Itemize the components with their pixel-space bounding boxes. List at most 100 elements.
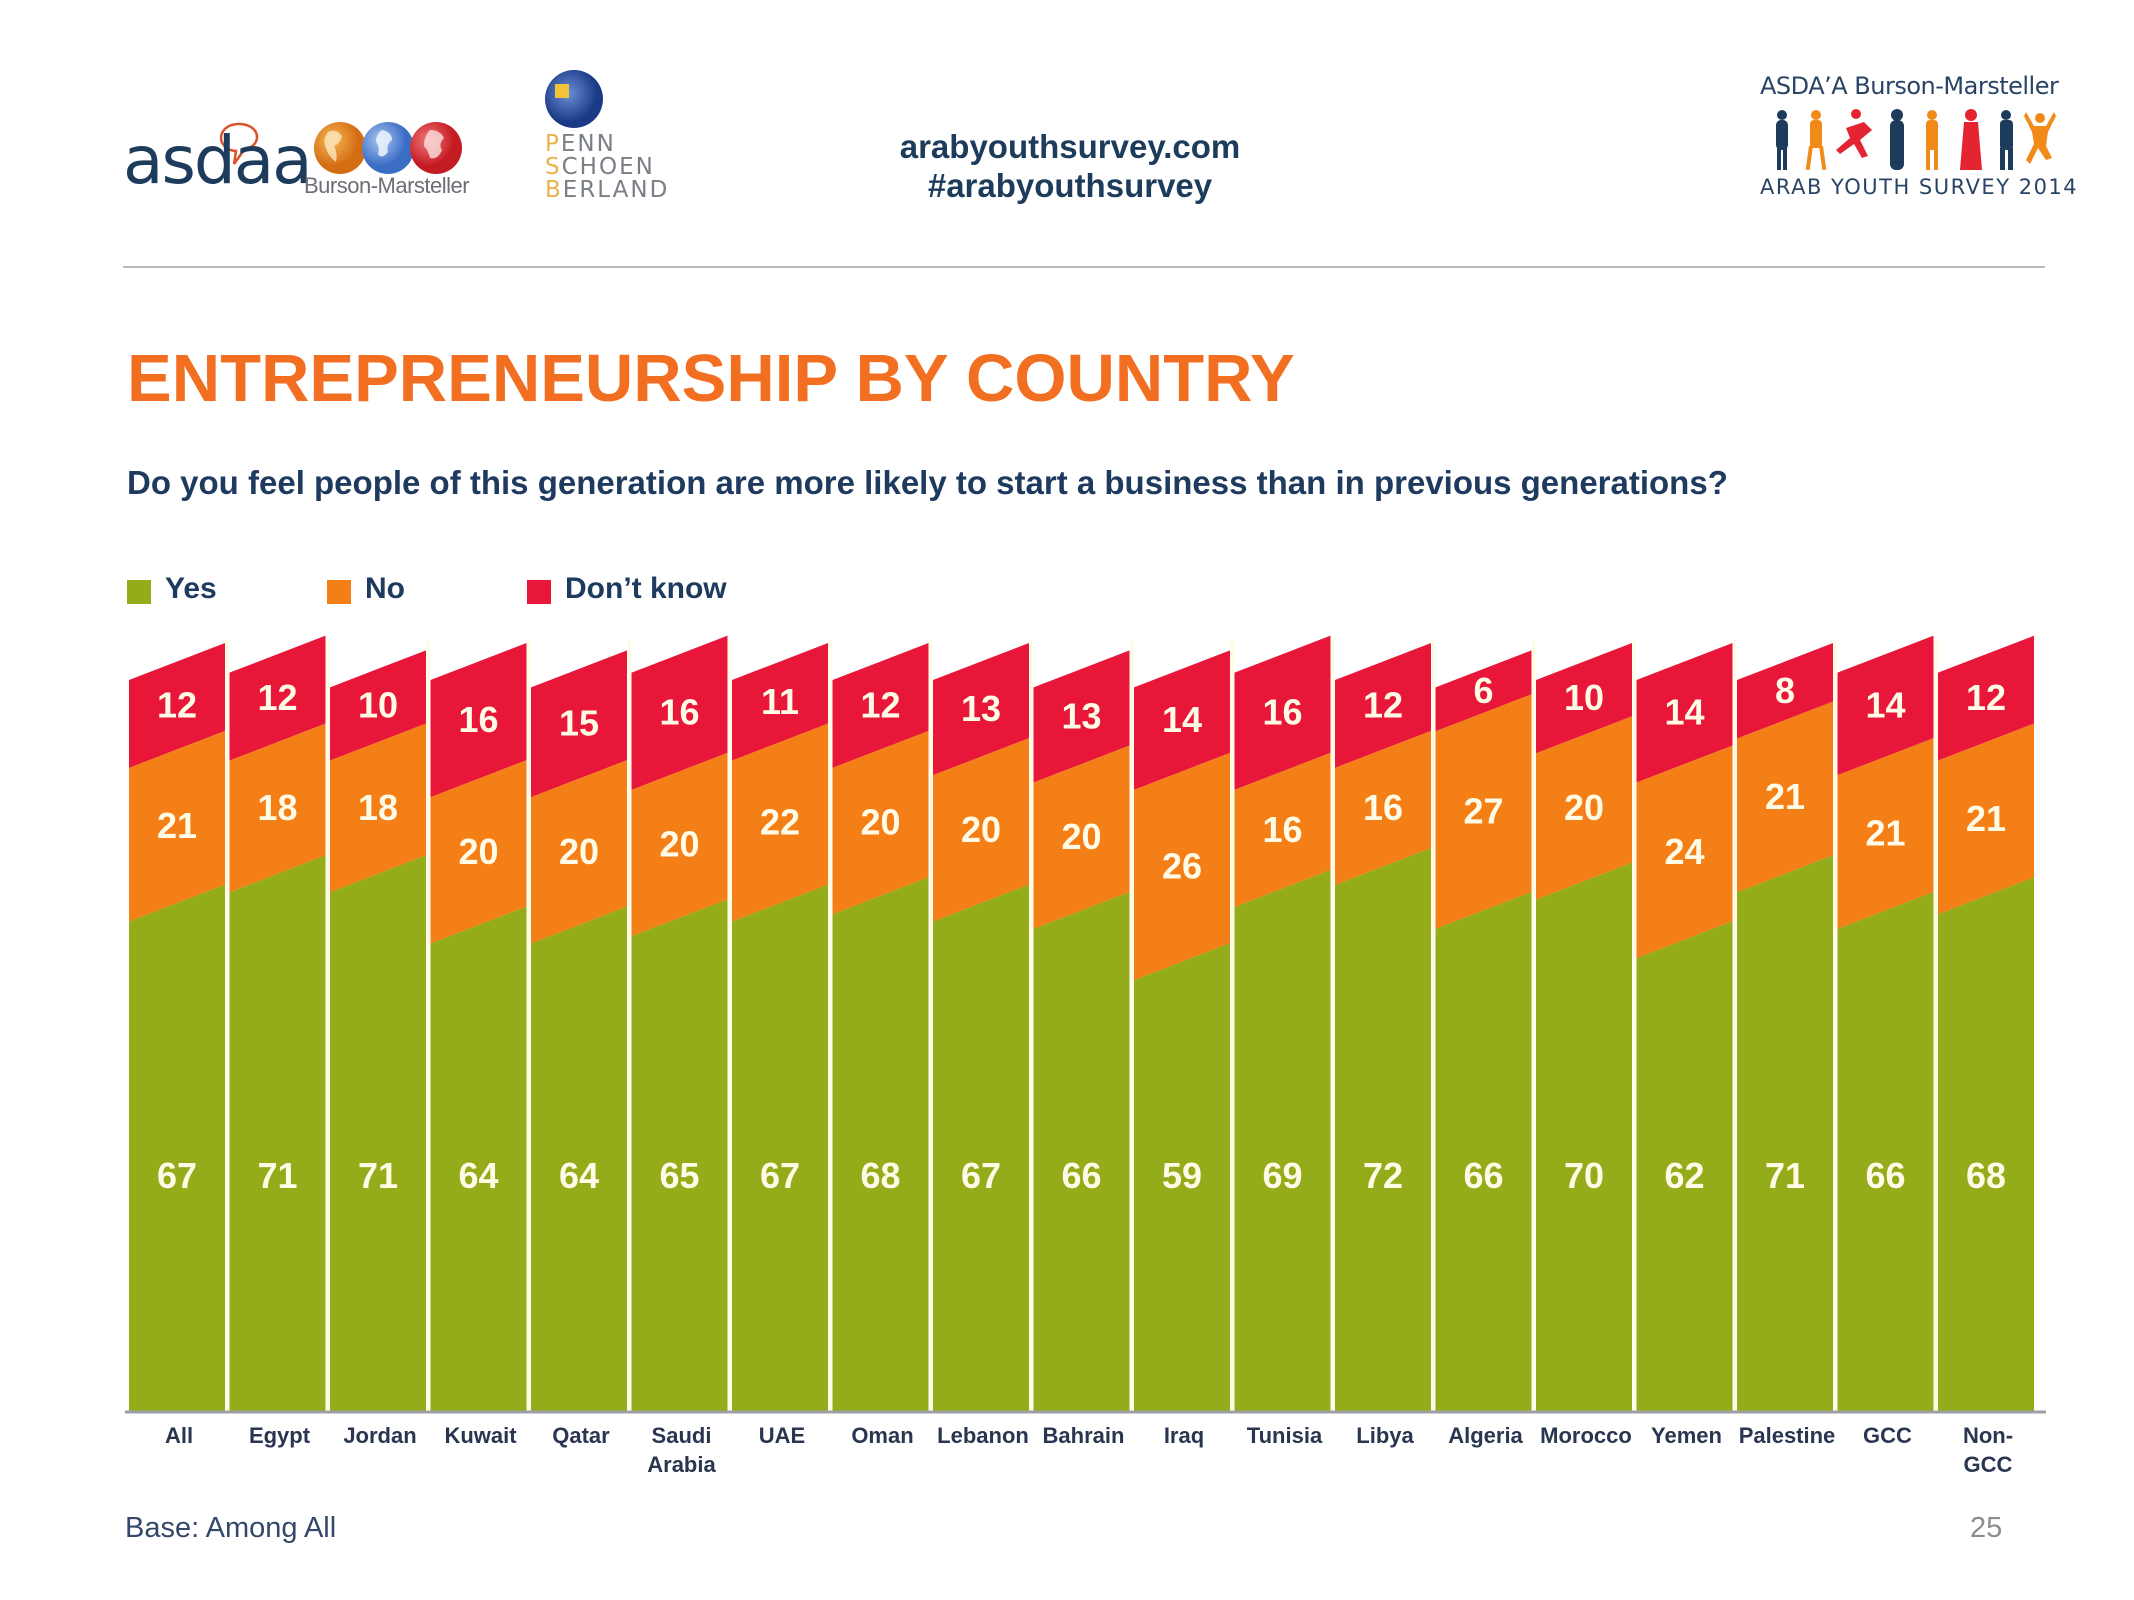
value-label-no: 20 [1061,816,1101,857]
bar-segment-dont-know [430,643,527,798]
bar-segment-no [732,723,828,922]
x-tick-label: Palestine [1739,1423,1836,1448]
bar-segment-dont-know [832,643,929,768]
bar-segment-dont-know [229,635,326,761]
bar-segment-no [129,730,225,922]
x-labels-group: All Egypt Jordan Kuwait Qatar Saudi Arabia UAE O… [165,1423,2013,1477]
value-label-dont-know: 14 [1865,684,1905,725]
page-number: 25 [1970,1512,2003,1544]
legend-label-no: No [365,572,405,605]
bar-segment-no [1536,716,1632,900]
bar-segment-yes [732,884,828,1412]
bar-segment-yes [1536,862,1632,1412]
bar-segment-yes [1033,891,1130,1412]
x-tick-label: Tunisia [1247,1423,1323,1448]
bar-segment-yes [1435,891,1532,1412]
x-tick-label: GCC [1863,1423,1912,1448]
bar-segment-dont-know [1134,650,1230,790]
value-label-no: 21 [157,805,197,846]
bar-segment-yes [1837,891,1934,1412]
psb-line-1: PENN [545,131,616,157]
bar-segment-no [430,760,527,944]
x-tick-label-line: Algeria [1448,1423,1523,1448]
value-label-no: 20 [860,802,900,843]
burson-marsteller-logo-text: Burson-Marsteller [304,173,470,198]
psb-globe-icon [545,70,603,128]
hashtag-text: #arabyouthsurvey [927,166,1213,204]
bar-segment-yes [933,884,1029,1412]
value-label-no: 20 [961,809,1001,850]
speech-bubble-icon [219,122,259,165]
page-title: ENTREPRENEURSHIP BY COUNTRY [127,341,1295,416]
bar-segment-no [1134,752,1230,981]
x-tick-label: Iraq [1164,1423,1204,1448]
x-tick-label-line: Morocco [1540,1423,1632,1448]
x-tick-label: Kuwait [444,1423,517,1448]
legend-item-dont-know: Don’t know [527,572,727,606]
x-tick-label-line: Tunisia [1247,1423,1323,1448]
site-url-link[interactable]: arabyouthsurvey.com [899,128,1241,165]
bar-segment-dont-know [1435,650,1532,732]
bar-segment-yes [330,855,426,1412]
value-label-dont-know: 13 [961,688,1001,729]
psb-line-1-rest: ENN [560,131,616,157]
bar-segment-no [1636,745,1733,959]
value-label-dont-know: 12 [157,684,197,725]
bar-segment-dont-know [1234,635,1331,790]
value-label-dont-know: 16 [458,699,498,740]
x-tick-label: Non- GCC [1963,1423,2013,1477]
legend-item-yes: Yes [127,572,217,606]
bar-segment-no [933,738,1029,922]
x-tick-label: Saudi Arabia [647,1423,716,1477]
asdaa-logo [123,115,283,205]
x-tick-label-line: Jordan [343,1423,416,1448]
x-tick-label: Lebanon [937,1423,1029,1448]
value-label-yes: 66 [1865,1155,1905,1196]
value-label-no: 20 [458,831,498,872]
psb-line-2-rest: CHOEN [561,154,655,180]
bar-segment-dont-know [1636,643,1733,783]
value-label-yes: 67 [961,1155,1001,1196]
value-label-no: 18 [257,787,297,828]
value-label-yes: 69 [1262,1155,1302,1196]
bar-segment-no [1033,745,1130,929]
x-tick-label-line: GCC [1964,1452,2013,1477]
bar-segment-yes [1938,877,2034,1412]
asdaa-logo-text: asdaa [123,122,313,199]
bar-segment-yes [1636,921,1733,1412]
value-label-no: 16 [1363,787,1403,828]
value-label-yes: 66 [1061,1155,1101,1196]
value-label-yes: 62 [1664,1155,1704,1196]
value-label-yes: 65 [659,1155,699,1196]
value-label-dont-know: 10 [1564,677,1604,718]
x-tick-label-line: Libya [1356,1423,1414,1448]
bar-segment-dont-know [330,650,426,761]
bar-segment-no [1938,723,2034,915]
value-label-dont-know: 16 [1262,692,1302,733]
x-tick-label-line: Palestine [1739,1423,1836,1448]
x-tick-label: UAE [759,1423,805,1448]
bar-segment-yes [631,899,728,1412]
bar-segment-yes [1737,855,1833,1412]
x-tick-label: Jordan [343,1423,416,1448]
value-label-no: 18 [358,787,398,828]
bar-segment-dont-know [1536,643,1632,754]
bar-segment-yes [430,906,527,1412]
value-label-dont-know: 11 [761,681,799,722]
value-label-no: 16 [1262,809,1302,850]
bar-segment-yes [531,906,627,1412]
legend-label-dont-know: Don’t know [565,572,727,605]
x-tick-label: Oman [851,1423,913,1448]
value-label-dont-know: 14 [1162,699,1202,740]
bar-segment-yes [1234,869,1331,1412]
x-tick-label-line: GCC [1863,1423,1912,1448]
value-label-no: 20 [559,831,599,872]
bar-segment-no [1837,738,1934,929]
x-tick-label-line: Yemen [1651,1423,1722,1448]
bar-segment-dont-know [1335,643,1431,768]
bars-group: 6721127118127118106420166420156520166722… [129,635,2034,1412]
value-label-yes: 64 [559,1155,599,1196]
x-tick-label: All [165,1423,193,1448]
value-label-dont-know: 10 [358,684,398,725]
value-label-no: 27 [1463,791,1503,832]
